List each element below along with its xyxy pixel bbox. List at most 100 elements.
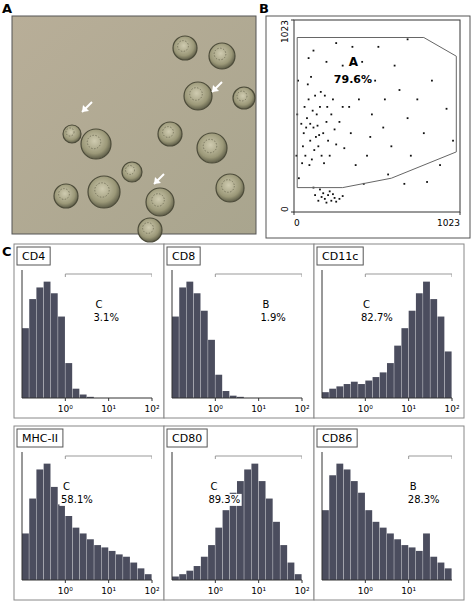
point (339, 121, 341, 123)
plot-frame (294, 20, 460, 212)
cell-granules (163, 127, 174, 138)
point (326, 121, 328, 123)
x-tick-label: 10² (294, 404, 309, 414)
x-tick-label: 10¹ (251, 404, 266, 414)
bar (430, 299, 437, 398)
x-tick (302, 398, 303, 401)
bar (80, 395, 87, 398)
x-tick-label: 10² (294, 586, 309, 596)
cell (233, 87, 255, 109)
plot-area (322, 456, 452, 580)
x-tick (108, 398, 109, 401)
point (327, 140, 329, 142)
panel-title: CD4 (22, 250, 45, 263)
x-tick-label: 10¹ (101, 404, 116, 414)
point (319, 189, 321, 191)
panel-letter: C (2, 244, 12, 259)
bar (295, 574, 302, 580)
point (423, 132, 425, 134)
bar (373, 522, 380, 580)
bar (416, 551, 423, 580)
bar (336, 464, 343, 580)
point (394, 65, 396, 67)
label-patch (332, 73, 373, 87)
x-tick-label: 10⁰ (208, 404, 223, 414)
x-tick (258, 580, 259, 583)
bar (251, 464, 258, 580)
arrow-head (82, 105, 89, 112)
panel-title: CD11c (322, 250, 358, 263)
cell-granules (190, 88, 203, 101)
point (311, 159, 313, 161)
gate-marker (65, 456, 152, 459)
cell (122, 162, 142, 182)
point (446, 108, 448, 110)
point (321, 196, 323, 198)
label-patch (406, 494, 441, 506)
point (358, 98, 360, 100)
gate-name: C (363, 299, 370, 310)
gate-percent: 58.1% (61, 494, 93, 505)
point (312, 110, 314, 112)
bar (44, 464, 51, 580)
bar (380, 372, 387, 398)
bar (280, 545, 287, 580)
point (298, 177, 300, 179)
point (426, 181, 428, 183)
gate-marker (65, 274, 152, 277)
panel-title: CD8 (172, 250, 195, 263)
x-tick (365, 580, 366, 583)
label-patch (209, 481, 219, 493)
bar (208, 340, 215, 398)
point (384, 98, 386, 100)
point (439, 164, 441, 166)
bar (438, 563, 445, 580)
gate-name: C (210, 481, 217, 492)
point (371, 114, 373, 116)
bar (394, 539, 401, 580)
bar (138, 568, 145, 580)
gate-percent: 28.3% (408, 494, 440, 505)
bar (22, 533, 29, 580)
point (316, 114, 318, 116)
plot-area (322, 274, 452, 398)
x-tick-label: 10⁰ (358, 404, 373, 414)
bar (401, 328, 408, 398)
point (342, 195, 344, 197)
cell (63, 125, 81, 143)
bar (101, 547, 108, 580)
x-tick-label: 1023 (437, 218, 460, 228)
bar (58, 317, 65, 398)
point (309, 164, 311, 166)
bar (58, 504, 65, 580)
point (319, 106, 321, 108)
point (305, 127, 307, 129)
arrow-head (154, 177, 161, 184)
bar (445, 351, 452, 398)
point (326, 106, 328, 108)
bar (288, 563, 295, 580)
bar (51, 487, 58, 580)
panel-title: CD80 (172, 432, 202, 445)
point (313, 50, 315, 52)
bar (351, 382, 358, 398)
x-axis (22, 580, 152, 581)
point (330, 114, 332, 116)
point (329, 190, 331, 192)
point (308, 57, 310, 59)
x-tick (452, 398, 453, 401)
point (321, 155, 323, 157)
point (342, 65, 344, 67)
bar (344, 469, 351, 580)
label-patch (261, 299, 271, 311)
bar (244, 469, 251, 580)
bar (73, 528, 80, 580)
point (403, 183, 405, 185)
y-axis (172, 270, 173, 398)
point (335, 42, 337, 44)
point (323, 162, 325, 164)
gate-percent: 3.1% (94, 312, 119, 323)
bar (208, 545, 215, 580)
point (431, 80, 433, 82)
point (314, 194, 316, 196)
